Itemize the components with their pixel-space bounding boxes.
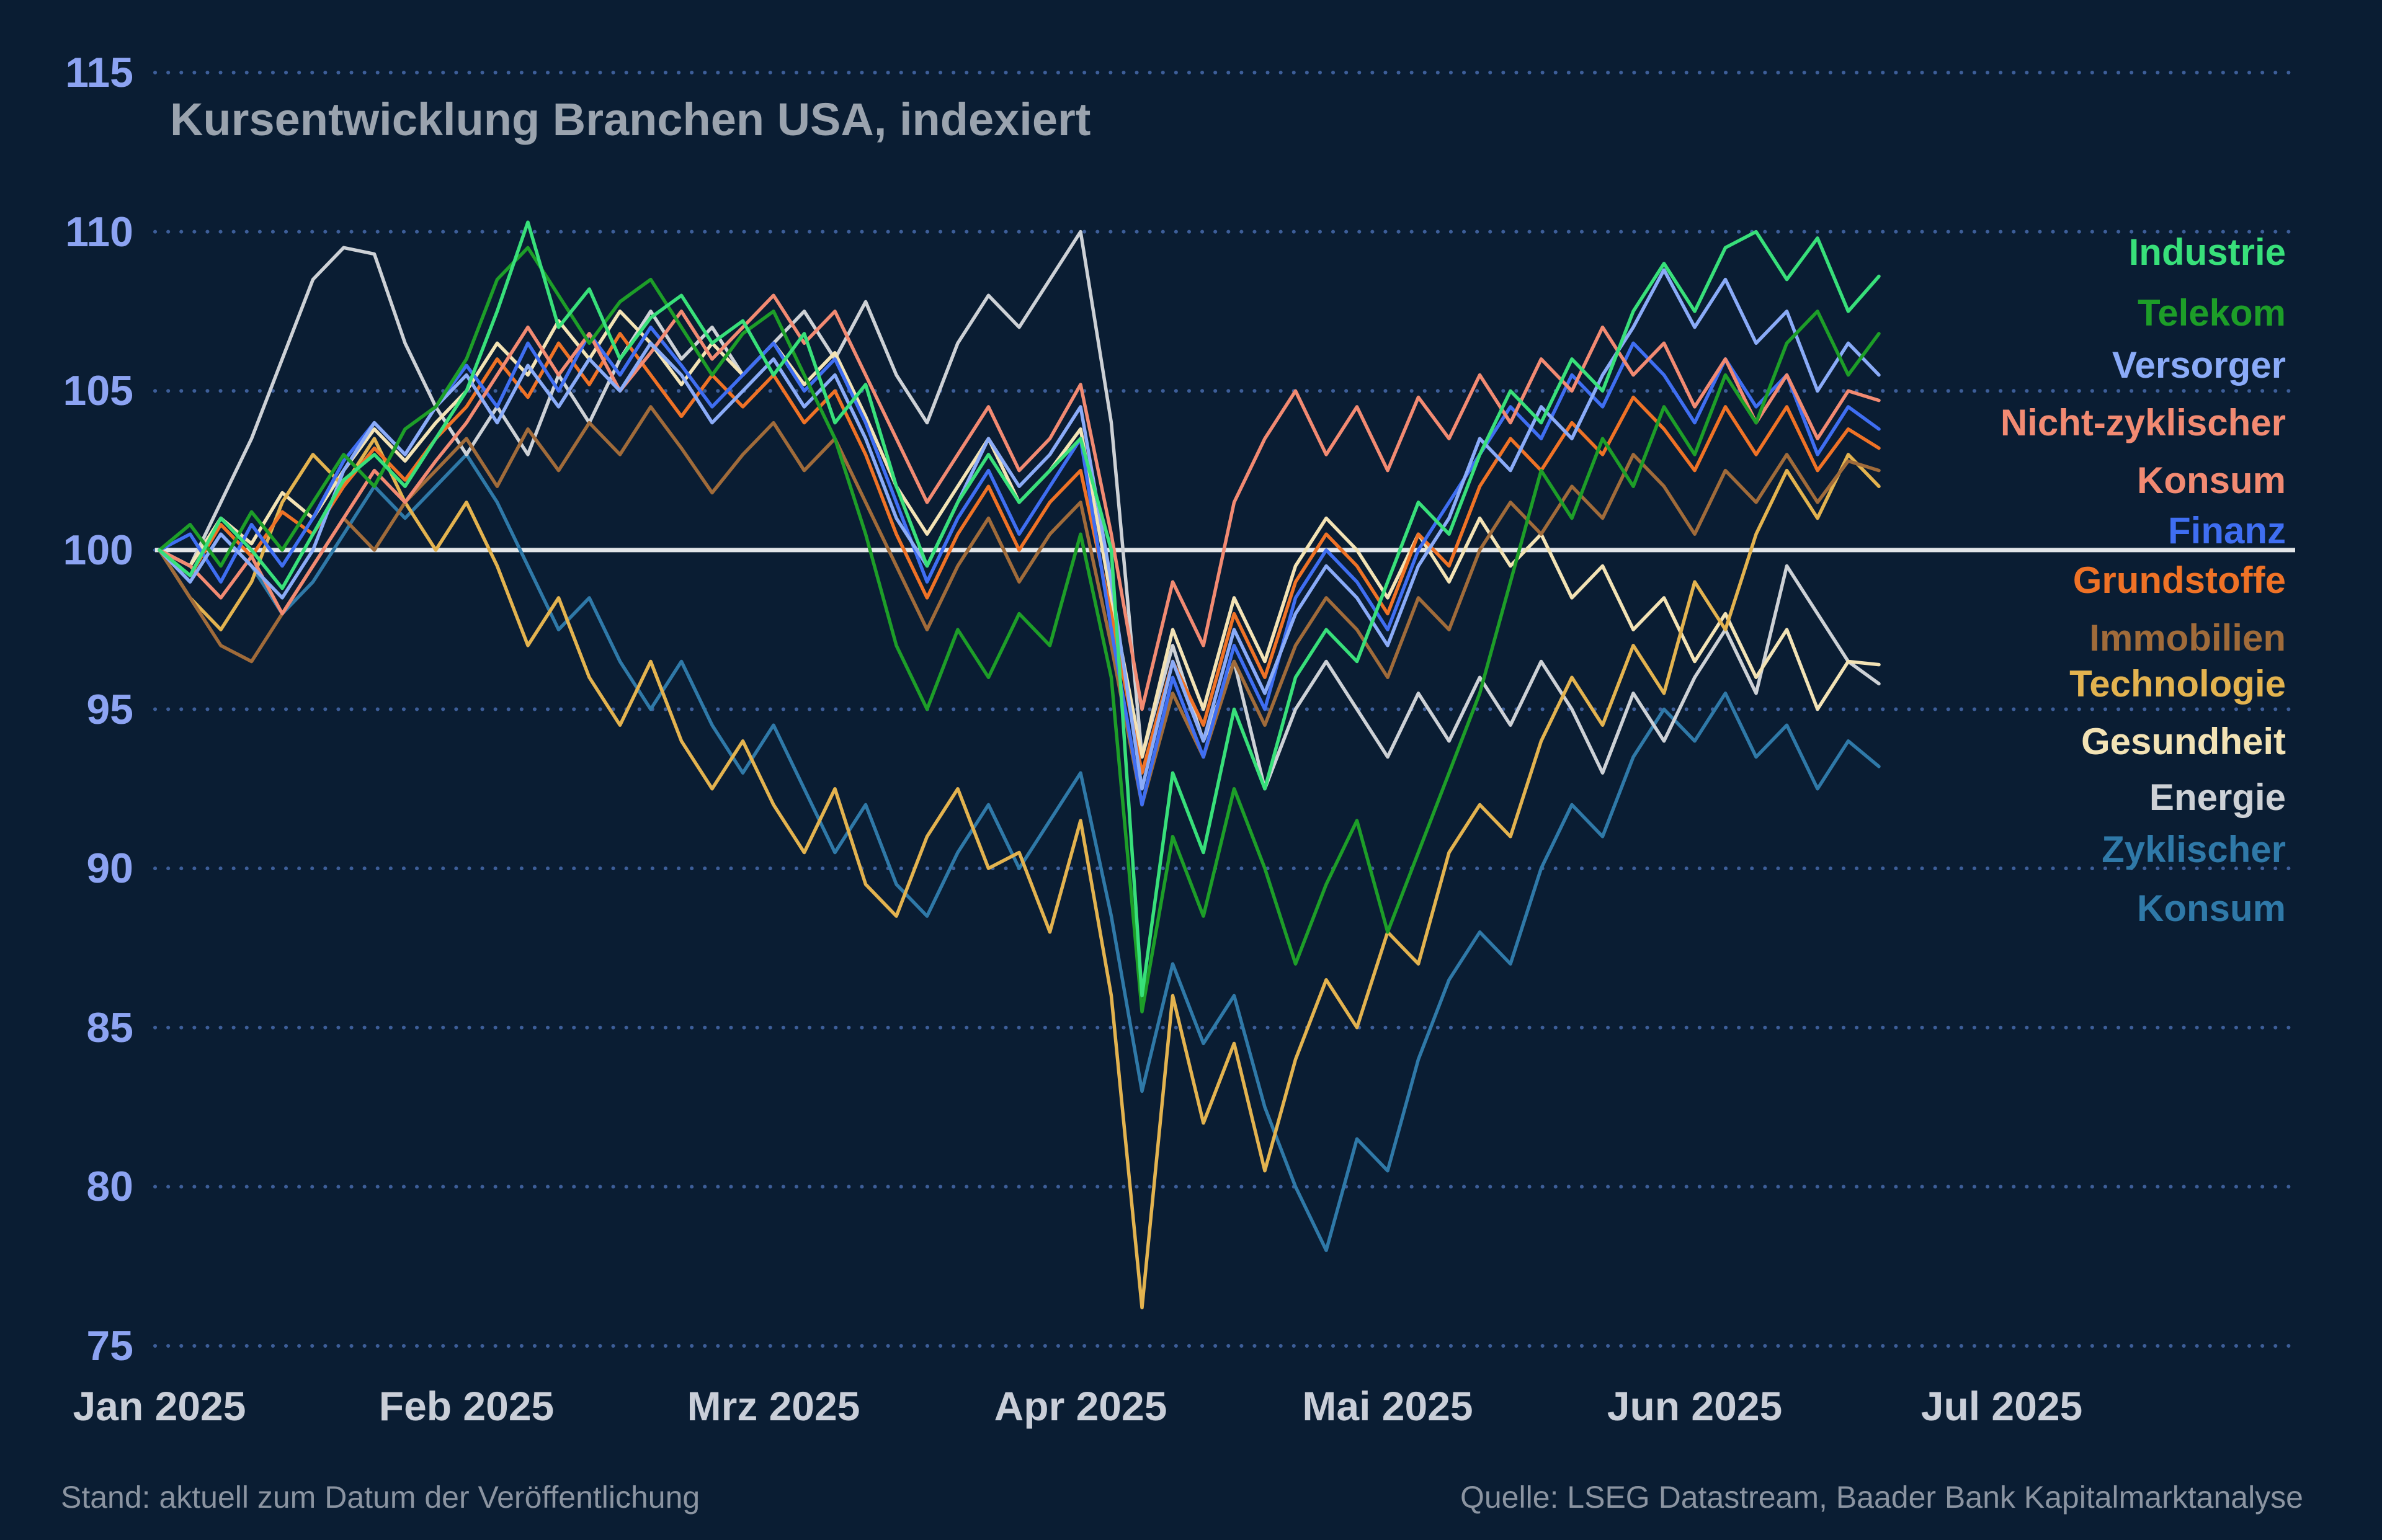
footer-status-note: Stand: aktuell zum Datum der Veröffentli… xyxy=(61,1480,700,1515)
x-axis-label: Mrz 2025 xyxy=(687,1383,860,1429)
series-line-energie xyxy=(158,229,1881,791)
series-line-technologie xyxy=(158,437,1881,1310)
legend-item-industrie: Industrie xyxy=(2128,231,2286,273)
legend-item-finanz: Finanz xyxy=(2168,510,2286,551)
legend-item-nz-konsum: Konsum xyxy=(2137,460,2286,501)
series-line-immobilien xyxy=(158,405,1881,807)
series-line-finanz xyxy=(158,325,1881,807)
y-axis-label: 110 xyxy=(65,208,133,256)
series-line-telekom xyxy=(158,246,1881,1013)
y-axis-label: 115 xyxy=(65,49,133,96)
y-axis-label: 85 xyxy=(86,1004,133,1051)
x-axis-label: Feb 2025 xyxy=(378,1383,555,1429)
x-axis-label: Apr 2025 xyxy=(994,1383,1167,1429)
series-line-versorger xyxy=(158,268,1881,791)
series-line-grundstoffe xyxy=(158,332,1881,775)
legend-item-technologie: Technologie xyxy=(2069,663,2286,705)
x-axis-label: Jul 2025 xyxy=(1920,1383,2083,1429)
series-line-nicht-zyklischer-konsum xyxy=(158,293,1881,711)
legend-item-z-konsum: Konsum xyxy=(2137,888,2286,929)
legend-item-versorger: Versorger xyxy=(2112,344,2286,386)
x-axis-label: Jun 2025 xyxy=(1607,1383,1783,1429)
y-axis-label: 90 xyxy=(86,845,133,892)
y-axis-label: 75 xyxy=(86,1322,133,1369)
series-line-industrie xyxy=(158,220,1881,998)
series-line-zyklischer-konsum xyxy=(158,453,1881,1252)
legend-item-energie: Energie xyxy=(2149,777,2286,818)
y-axis-label: 105 xyxy=(63,367,133,415)
x-axis-label: Jan 2025 xyxy=(73,1383,246,1429)
y-axis-label: 80 xyxy=(86,1163,133,1211)
chart-title: Kursentwicklung Branchen USA, indexiert xyxy=(170,94,1091,145)
x-axis-label: Mai 2025 xyxy=(1302,1383,1473,1429)
legend-item-zyklischer: Zyklischer xyxy=(2102,829,2286,870)
footer-source-note: Quelle: LSEG Datastream, Baader Bank Kap… xyxy=(1460,1480,2303,1515)
legend-item-immobilien: Immobilien xyxy=(2089,617,2286,659)
y-axis-label: 95 xyxy=(86,685,133,733)
y-axis-label: 100 xyxy=(63,526,133,574)
legend-item-nicht-zyklischer: Nicht-zyklischer xyxy=(2000,402,2286,443)
legend-item-gesundheit: Gesundheit xyxy=(2081,721,2286,762)
legend-item-grundstoffe: Grundstoffe xyxy=(2072,559,2286,601)
legend-item-telekom: Telekom xyxy=(2138,292,2286,334)
